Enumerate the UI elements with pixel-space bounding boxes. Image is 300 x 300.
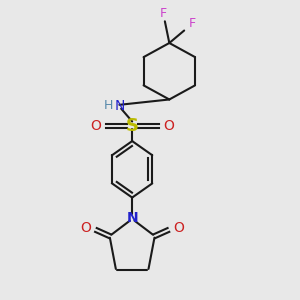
Text: O: O — [164, 118, 174, 133]
Text: N: N — [126, 211, 138, 225]
Text: S: S — [126, 117, 139, 135]
Text: O: O — [173, 221, 184, 235]
Text: O: O — [80, 221, 91, 235]
Text: F: F — [160, 7, 167, 20]
Text: F: F — [189, 16, 196, 30]
Text: N: N — [114, 99, 124, 113]
Text: O: O — [90, 118, 101, 133]
Text: H: H — [104, 99, 113, 112]
